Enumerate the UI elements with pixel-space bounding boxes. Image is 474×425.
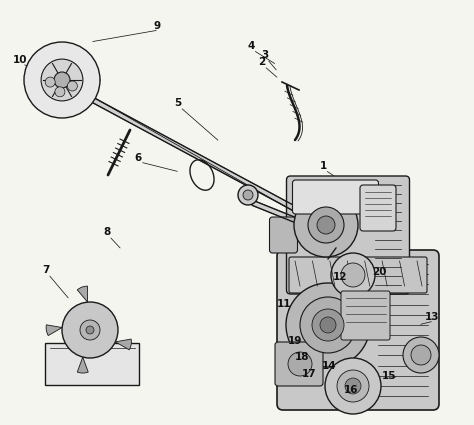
Text: 7: 7 [42, 265, 50, 275]
Text: 10: 10 [13, 55, 27, 65]
Text: 15: 15 [382, 371, 396, 381]
Circle shape [41, 59, 83, 101]
Text: 2: 2 [258, 57, 265, 67]
Circle shape [286, 283, 370, 367]
Text: 11: 11 [277, 299, 291, 309]
Polygon shape [252, 201, 316, 230]
FancyBboxPatch shape [292, 180, 379, 214]
Circle shape [411, 345, 431, 365]
FancyBboxPatch shape [277, 250, 439, 410]
Text: 1: 1 [319, 161, 327, 171]
Text: 13: 13 [425, 312, 439, 322]
Text: 14: 14 [322, 361, 337, 371]
Circle shape [341, 263, 365, 287]
Text: 19: 19 [288, 336, 302, 346]
Text: 8: 8 [103, 227, 110, 237]
Circle shape [308, 207, 344, 243]
Circle shape [320, 317, 336, 333]
FancyBboxPatch shape [360, 185, 396, 231]
Text: 18: 18 [295, 352, 309, 362]
FancyBboxPatch shape [270, 217, 298, 253]
Wedge shape [46, 325, 62, 336]
Text: 4: 4 [247, 41, 255, 51]
Circle shape [403, 337, 439, 373]
Text: 17: 17 [301, 369, 316, 379]
Circle shape [331, 253, 375, 297]
Circle shape [54, 72, 70, 88]
Circle shape [294, 193, 358, 257]
Text: 9: 9 [154, 21, 161, 31]
Circle shape [345, 378, 361, 394]
Circle shape [317, 216, 335, 234]
Circle shape [312, 309, 344, 341]
Circle shape [325, 358, 381, 414]
Circle shape [243, 190, 253, 200]
Circle shape [238, 185, 258, 205]
Circle shape [80, 320, 100, 340]
FancyBboxPatch shape [341, 291, 390, 340]
Text: 6: 6 [134, 153, 142, 163]
Circle shape [337, 370, 369, 402]
Circle shape [55, 87, 65, 97]
Circle shape [86, 326, 94, 334]
Text: 12: 12 [333, 272, 347, 282]
Circle shape [62, 302, 118, 358]
FancyBboxPatch shape [45, 343, 139, 385]
Circle shape [67, 81, 77, 91]
Wedge shape [77, 286, 88, 302]
Text: 5: 5 [174, 98, 182, 108]
Text: 20: 20 [372, 267, 386, 277]
Circle shape [300, 297, 356, 353]
Text: 16: 16 [344, 385, 358, 395]
FancyBboxPatch shape [286, 176, 410, 294]
Circle shape [45, 77, 55, 87]
Polygon shape [77, 90, 313, 220]
FancyBboxPatch shape [275, 342, 323, 386]
Circle shape [24, 42, 100, 118]
FancyBboxPatch shape [289, 257, 427, 293]
Text: 3: 3 [261, 50, 269, 60]
Wedge shape [115, 339, 131, 350]
Circle shape [288, 352, 312, 376]
Wedge shape [77, 357, 88, 373]
